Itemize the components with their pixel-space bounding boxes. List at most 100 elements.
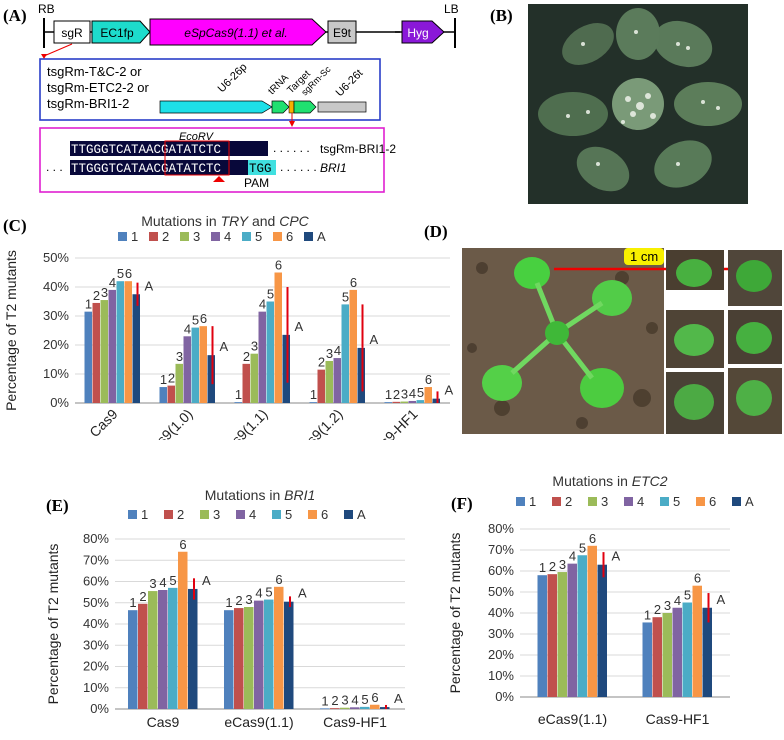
y-tick-label: 70% bbox=[83, 552, 109, 567]
y-tick-label: 30% bbox=[43, 308, 69, 323]
e9t-box bbox=[327, 20, 357, 44]
legend-swatch bbox=[552, 497, 561, 506]
svg-text:. . .: . . . bbox=[46, 160, 63, 174]
bar-data-label: A bbox=[717, 592, 726, 607]
bar-data-label: 5 bbox=[265, 585, 272, 600]
vector-diagram: RB sgR EC1fp eSpCas9(1.1) et al. E9t tsg… bbox=[38, 2, 400, 193]
y-tick-label: 60% bbox=[83, 574, 109, 589]
bar bbox=[242, 363, 250, 403]
bar-data-label: 4 bbox=[109, 275, 116, 290]
bar-data-label: 5 bbox=[684, 588, 691, 603]
construct-2: tsgRm-ETC2-2 or bbox=[47, 80, 150, 95]
bar bbox=[370, 704, 380, 709]
bar bbox=[100, 300, 108, 403]
bar-data-label: 3 bbox=[559, 557, 566, 572]
y-tick-label: 20% bbox=[488, 647, 514, 662]
legend-swatch bbox=[273, 232, 282, 241]
bar bbox=[567, 563, 577, 697]
bar-data-label: 5 bbox=[192, 313, 199, 328]
y-tick-label: 70% bbox=[488, 542, 514, 557]
bar-data-label: A bbox=[202, 573, 211, 588]
bar-data-label: 4 bbox=[351, 692, 358, 707]
bar-data-label: 2 bbox=[235, 593, 242, 608]
bar bbox=[642, 622, 652, 697]
legend-swatch bbox=[588, 497, 597, 506]
legend-swatch bbox=[128, 510, 137, 519]
panel-a-label: (A) bbox=[3, 6, 27, 25]
bar bbox=[92, 302, 100, 403]
legend-label: 1 bbox=[131, 229, 138, 244]
bar bbox=[284, 601, 294, 709]
bar bbox=[392, 401, 400, 403]
bar-data-label: 6 bbox=[200, 311, 207, 326]
construct-1: tsgRm-T&C-2 or bbox=[47, 64, 142, 79]
bar bbox=[158, 590, 168, 709]
bar-data-label: 4 bbox=[674, 593, 681, 608]
legend-label: 6 bbox=[709, 494, 716, 509]
bar bbox=[264, 599, 274, 709]
bar bbox=[672, 607, 682, 697]
panel-e-label: (E) bbox=[46, 496, 69, 515]
y-tick-label: 20% bbox=[43, 337, 69, 352]
cas9-arrow bbox=[149, 18, 327, 46]
bar bbox=[234, 608, 244, 709]
bar-data-label: 3 bbox=[326, 346, 333, 361]
x-tick-label: Cas9-HF1 bbox=[646, 711, 710, 727]
bar bbox=[597, 564, 607, 697]
bar bbox=[416, 400, 424, 403]
bar bbox=[199, 326, 207, 403]
chart-e: 0% 10% 20% 30% 40% 50% 60% 70% 80% Percentage of … bbox=[45, 507, 405, 730]
legend-swatch bbox=[308, 510, 317, 519]
bar bbox=[175, 363, 183, 403]
bar-data-label: 2 bbox=[654, 602, 661, 617]
bar-data-label: 6 bbox=[694, 571, 701, 586]
bar-data-label: 1 bbox=[160, 372, 167, 387]
legend-label: A bbox=[357, 507, 366, 522]
bar-data-label: 2 bbox=[393, 387, 400, 402]
bar-data-label: 5 bbox=[579, 540, 586, 555]
x-tick-label: Cas9-HF1 bbox=[323, 714, 387, 730]
bar bbox=[333, 358, 341, 403]
panel-f-label: (F) bbox=[451, 494, 473, 513]
panel-d-label: (D) bbox=[424, 222, 448, 241]
bar bbox=[547, 574, 557, 697]
bar-data-label: 6 bbox=[371, 690, 378, 705]
bar-data-label: 1 bbox=[310, 387, 317, 402]
chart-e-title: Mutations in BRI1 bbox=[204, 487, 316, 503]
bar bbox=[266, 301, 274, 403]
y-tick-label: 20% bbox=[83, 659, 109, 674]
sgr-box bbox=[53, 20, 91, 44]
legend-label: 5 bbox=[285, 507, 292, 522]
bar-data-label: 2 bbox=[318, 355, 325, 370]
bar bbox=[224, 610, 234, 709]
bri1-name: BRI1 bbox=[320, 161, 347, 175]
bar bbox=[124, 281, 132, 403]
legend-swatch bbox=[236, 510, 245, 519]
legend-swatch bbox=[732, 497, 741, 506]
legend-label: 4 bbox=[224, 229, 231, 244]
bar-data-label: 6 bbox=[179, 537, 186, 552]
lb-label: LB bbox=[444, 2, 459, 16]
legend-swatch bbox=[211, 232, 220, 241]
legend-label: 6 bbox=[321, 507, 328, 522]
cut-site-marker bbox=[213, 176, 225, 182]
bar bbox=[702, 607, 712, 697]
legend-swatch bbox=[118, 232, 127, 241]
pam-seq: TGG bbox=[249, 162, 272, 176]
y-tick-label: 40% bbox=[83, 616, 109, 631]
bar-data-label: 5 bbox=[169, 573, 176, 588]
bar bbox=[250, 353, 258, 403]
ec1fp-label: EC1fp bbox=[100, 26, 134, 40]
bar-data-label: 5 bbox=[267, 287, 274, 302]
bar bbox=[148, 591, 158, 709]
hyg-label: Hyg bbox=[407, 26, 428, 40]
bar-data-label: 4 bbox=[184, 321, 191, 336]
legend-label: 6 bbox=[286, 229, 293, 244]
bar bbox=[408, 400, 416, 403]
y-tick-label: 10% bbox=[43, 366, 69, 381]
bar bbox=[557, 572, 567, 697]
vector-diagram-right: Hyg LB bbox=[395, 2, 459, 48]
bar bbox=[341, 304, 349, 403]
legend-label: 3 bbox=[213, 507, 220, 522]
seq-guide-name: tsgRm-BRI1-2 bbox=[320, 142, 396, 156]
